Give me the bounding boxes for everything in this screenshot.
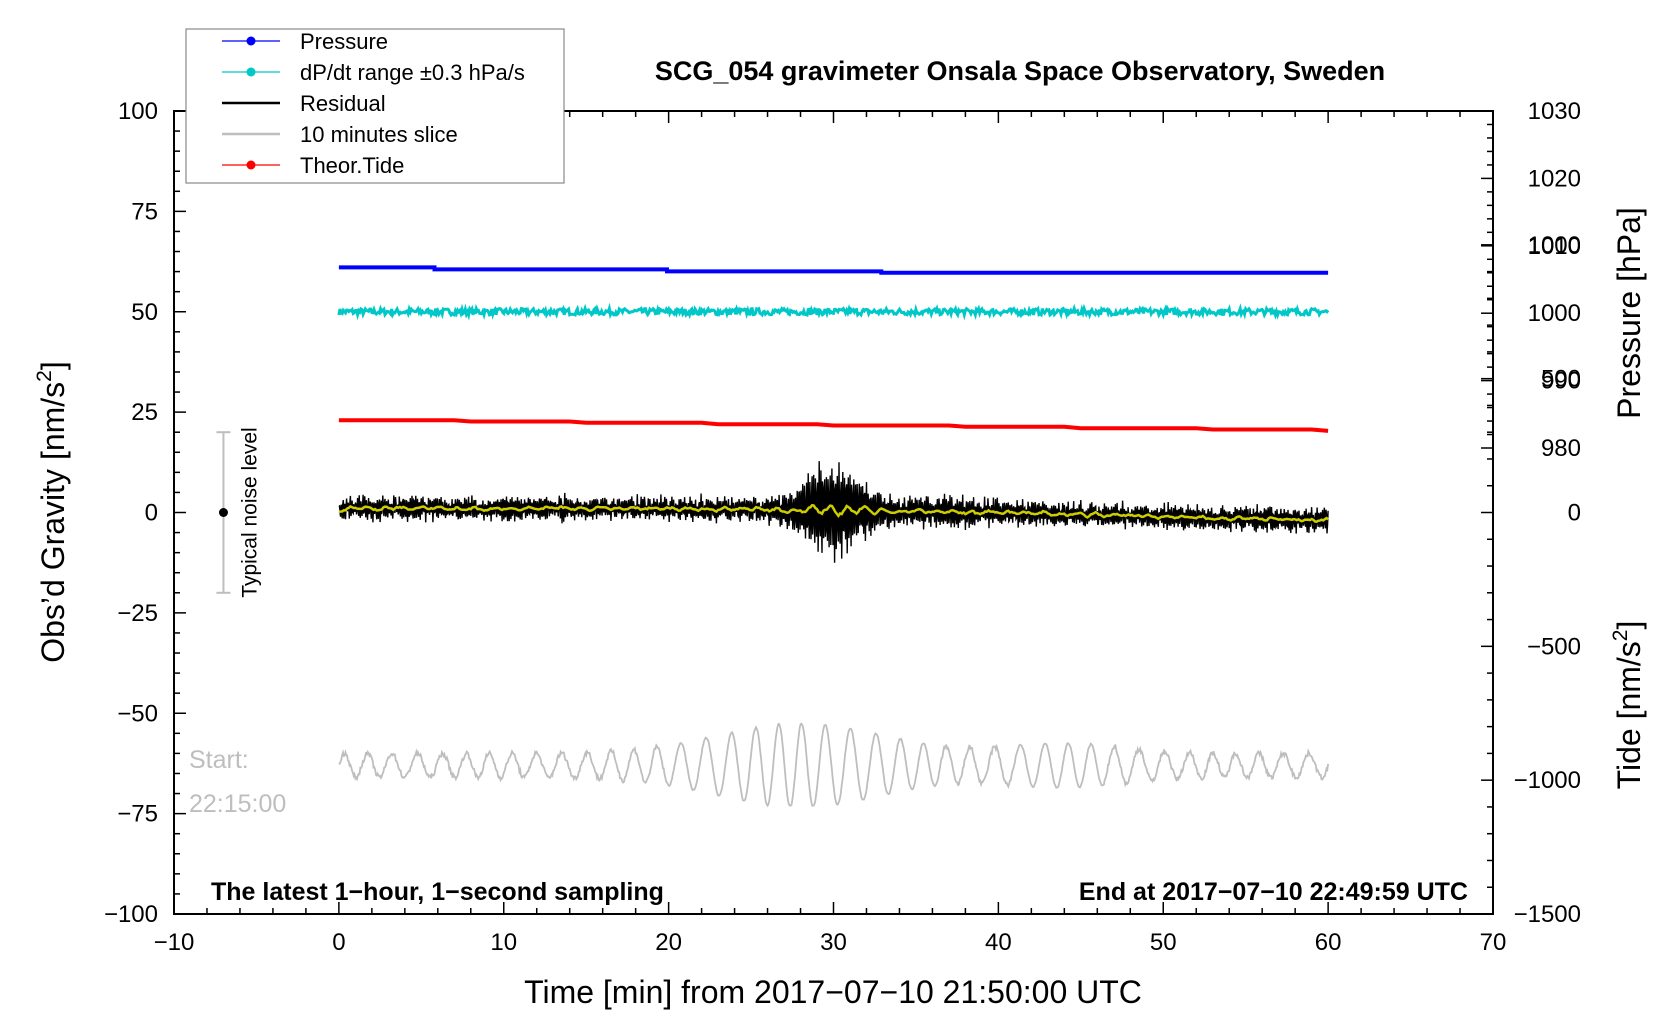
y-axis-title-tide-sup: 2 — [1609, 630, 1632, 642]
theoretical-tide-line — [338, 418, 1329, 433]
y-axis-title-left-end: ] — [35, 361, 71, 370]
y-axis-title-left-text: Obs’d Gravity [nm/s — [35, 382, 71, 663]
y-left-tick-label: −50 — [117, 700, 158, 727]
x-tick-label: 10 — [490, 929, 517, 956]
y-left-tick-label: −25 — [117, 600, 158, 627]
y-axis-title-tide-end: ] — [1611, 621, 1647, 630]
x-tick-label: 20 — [655, 929, 682, 956]
tide-tick-label: 500 — [1541, 366, 1581, 393]
pressure-line — [338, 265, 1329, 275]
y-left-tick-label: 25 — [131, 399, 158, 426]
y-left-tick-label: 100 — [118, 98, 158, 125]
x-tick-label: 70 — [1480, 929, 1507, 956]
tide-tick-label: −1000 — [1514, 767, 1581, 794]
legend-label: Theor.Tide — [300, 153, 404, 178]
x-tick-label: 0 — [332, 929, 345, 956]
series-group — [337, 265, 1330, 808]
note-end-time: End at 2017−07−10 22:49:59 UTC — [1079, 878, 1468, 906]
chart-title: SCG_054 gravimeter Onsala Space Observat… — [655, 56, 1385, 86]
y-axis-title-left: Obs’d Gravity [nm/s2] — [33, 361, 71, 663]
y-left-tick-label: 50 — [131, 299, 158, 326]
ten-minute-slice-line — [338, 722, 1329, 808]
x-tick-labels: −10 0 10 20 30 40 50 60 70 — [154, 929, 1507, 956]
dpdt-line — [337, 302, 1330, 321]
noise-center-dot — [218, 508, 228, 517]
y-left-tick-label: −100 — [104, 901, 158, 928]
y-axis-title-pressure: Pressure [hPa] — [1611, 207, 1647, 419]
y-axis-title-left-sup: 2 — [33, 370, 56, 382]
tide-tick-label: 1000 — [1528, 232, 1581, 259]
y-left-tick-label: 0 — [145, 500, 158, 527]
tide-tick-labels: 1000 500 0 −500 −1000 −1500 — [1514, 232, 1581, 928]
x-tick-label: 60 — [1315, 929, 1342, 956]
start-label: Start: — [189, 746, 249, 774]
x-tick-label: 40 — [985, 929, 1012, 956]
pressure-tick-label: 980 — [1541, 435, 1581, 462]
legend-box — [185, 28, 565, 184]
legend-marker — [246, 67, 256, 77]
residual-smoothed-line — [338, 503, 1329, 524]
x-tick-label: −10 — [154, 929, 195, 956]
y-left-tick-labels: 100 75 50 25 0 −25 −50 −75 −100 — [104, 98, 158, 928]
y-axis-title-tide: Tide [nm/s2] — [1609, 621, 1647, 790]
pressure-tick-label: 1030 — [1528, 98, 1581, 125]
start-time: 22:15:00 — [189, 790, 286, 818]
note-sampling: The latest 1−hour, 1−second sampling — [211, 878, 664, 906]
pressure-tick-label: 1010 — [1528, 233, 1581, 260]
noise-level-label: Typical noise level — [238, 427, 261, 597]
legend-label: 10 minutes slice — [300, 122, 458, 147]
tide-tick-label: −500 — [1527, 633, 1581, 660]
pressure-tick-label: 990 — [1541, 368, 1581, 395]
y-axis-title-tide-text: Tide [nm/s — [1611, 641, 1647, 789]
pressure-tick-label: 1000 — [1528, 300, 1581, 327]
x-axis-title: Time [min] from 2017−07−10 21:50:00 UTC — [524, 974, 1142, 1010]
legend-label: Residual — [300, 91, 386, 116]
y-left-tick-label: −75 — [117, 801, 158, 828]
x-tick-label: 50 — [1150, 929, 1177, 956]
legend-marker — [246, 160, 256, 170]
tide-tick-label: 0 — [1568, 500, 1581, 527]
residual-line — [338, 461, 1329, 563]
noise-level-indicator — [216, 431, 231, 594]
tide-tick-label: −1500 — [1514, 901, 1581, 928]
legend: Pressure dP/dt range ±0.3 hPa/s Residual 10… — [185, 28, 565, 184]
y-left-tick-label: 75 — [131, 198, 158, 225]
x-tick-label: 30 — [820, 929, 847, 956]
legend-marker — [246, 36, 256, 46]
legend-label: Pressure — [300, 29, 388, 54]
legend-items: Pressure dP/dt range ±0.3 hPa/s Residual 10… — [222, 29, 525, 178]
legend-label: dP/dt range ±0.3 hPa/s — [300, 60, 525, 85]
pressure-tick-label: 1020 — [1528, 165, 1581, 192]
